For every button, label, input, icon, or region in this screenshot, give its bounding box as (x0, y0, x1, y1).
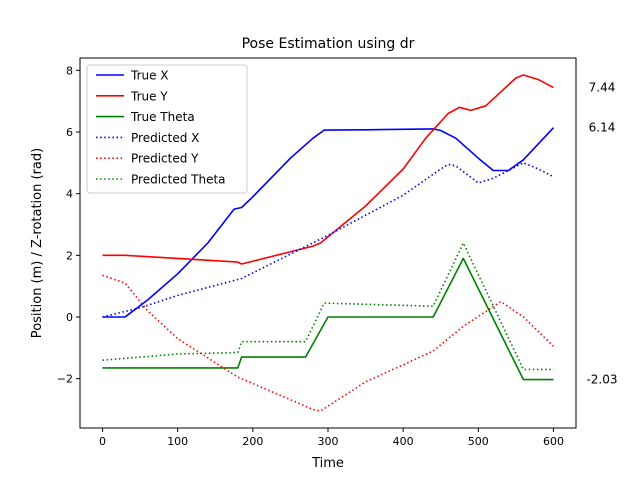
y-tick-label: 2 (66, 249, 73, 262)
legend-label-predicted-theta: Predicted Theta (131, 173, 226, 187)
y-tick-label: 4 (66, 188, 73, 201)
final-value-label: 6.14 (589, 121, 616, 135)
x-tick-label: 300 (318, 435, 339, 448)
chart-title: Pose Estimation using dr (242, 36, 415, 52)
series-predicted-theta-line (102, 242, 554, 371)
y-tick-label: 0 (66, 311, 73, 324)
legend: True X True Y True Theta Predicted X Predict… (86, 64, 248, 194)
legend-label-predicted-x: Predicted X (131, 131, 199, 145)
legend-label-predicted-y: Predicted Y (131, 152, 199, 166)
x-tick-label: 0 (99, 435, 106, 448)
y-tick-label: −2 (57, 373, 73, 386)
series-true-theta-line (102, 257, 554, 381)
legend-box (86, 64, 248, 194)
series-layer (102, 74, 555, 412)
x-axis-ticks: 0 100 200 300 400 500 600 (99, 428, 564, 448)
x-tick-label: 500 (468, 435, 489, 448)
y-axis-label: Position (m) / Z-rotation (rad) (30, 148, 45, 338)
x-tick-label: 600 (543, 435, 564, 448)
side-labels: 7.44 6.14 -2.03 (586, 81, 617, 387)
legend-label-true-y: True Y (130, 89, 168, 103)
series-true-y-line (102, 74, 554, 265)
y-tick-label: 6 (66, 126, 73, 139)
x-tick-label: 200 (242, 435, 263, 448)
legend-label-true-theta: True Theta (130, 110, 195, 124)
series-predicted-x-line (102, 162, 554, 318)
y-axis-ticks: −2 0 2 4 6 8 (57, 64, 80, 386)
final-value-label: 7.44 (589, 81, 616, 95)
x-tick-label: 400 (393, 435, 414, 448)
final-value-label: -2.03 (586, 373, 617, 387)
series-predicted-y-line (102, 274, 555, 412)
legend-label-true-x: True X (130, 69, 169, 83)
series-true-x-line (102, 127, 555, 318)
y-tick-label: 8 (66, 64, 73, 77)
x-tick-label: 100 (167, 435, 188, 448)
x-axis-label: Time (311, 456, 344, 471)
